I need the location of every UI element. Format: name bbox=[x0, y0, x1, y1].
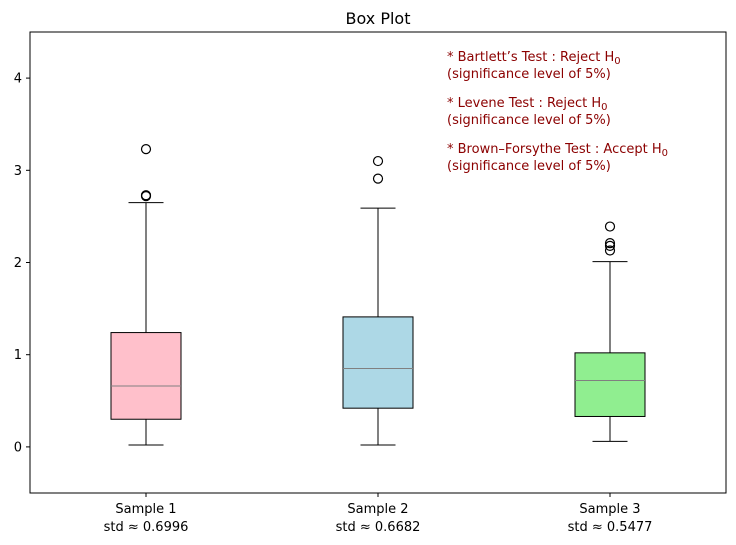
annotation-line1: * Brown–Forsythe Test : Accept H0 bbox=[447, 142, 668, 159]
box-group-1: Sample 1 std ≈ 0.6996 bbox=[104, 143, 189, 535]
outlier-point bbox=[604, 238, 616, 249]
y-tick-label: 0 bbox=[14, 440, 22, 455]
y-tick-label: 3 bbox=[14, 164, 22, 179]
x-tick-label: Sample 3 bbox=[579, 502, 640, 517]
outlier-point bbox=[140, 143, 152, 155]
plot-area: 0 1 2 3 4 Sample 1 std ≈ 0.6996 Sample 2 std ≈ 0… bbox=[14, 31, 727, 535]
annotation-line1: * Bartlett’s Test : Reject H0 bbox=[447, 50, 621, 67]
x-tick-label: Sample 1 bbox=[115, 502, 176, 517]
annotation-3: * Brown–Forsythe Test : Accept H0(signif… bbox=[447, 142, 668, 174]
x-tick-sublabel: std ≈ 0.6996 bbox=[104, 520, 189, 535]
y-tick-label: 4 bbox=[14, 72, 22, 87]
x-tick-label: Sample 2 bbox=[347, 502, 408, 517]
y-tick-label: 2 bbox=[14, 256, 22, 271]
outlier-point bbox=[372, 155, 384, 167]
annotation-2: * Levene Test : Reject H0(significance l… bbox=[447, 96, 611, 128]
box-iqr bbox=[342, 316, 414, 409]
box-group-2: Sample 2 std ≈ 0.6682 bbox=[336, 155, 421, 535]
outlier-point bbox=[604, 221, 616, 232]
annotation-line1: * Levene Test : Reject H0 bbox=[447, 96, 608, 113]
outlier-point bbox=[604, 240, 616, 252]
annotation-line2: (significance level of 5%) bbox=[447, 113, 611, 128]
y-tick-label: 1 bbox=[14, 348, 22, 363]
outlier-point bbox=[604, 245, 616, 256]
box-iqr bbox=[574, 352, 646, 417]
outlier-point bbox=[140, 190, 152, 201]
annotation-1: * Bartlett’s Test : Reject H0(significan… bbox=[447, 50, 621, 82]
x-tick-sublabel: std ≈ 0.5477 bbox=[568, 520, 653, 535]
annotation-line2: (significance level of 5%) bbox=[447, 159, 611, 174]
chart-title: Box Plot bbox=[346, 9, 411, 28]
box-iqr bbox=[110, 332, 182, 420]
x-tick-sublabel: std ≈ 0.6682 bbox=[336, 520, 421, 535]
box-group-3: Sample 3 std ≈ 0.5477 bbox=[568, 221, 653, 535]
annotation-line2: (significance level of 5%) bbox=[447, 67, 611, 82]
outlier-point bbox=[372, 173, 384, 184]
